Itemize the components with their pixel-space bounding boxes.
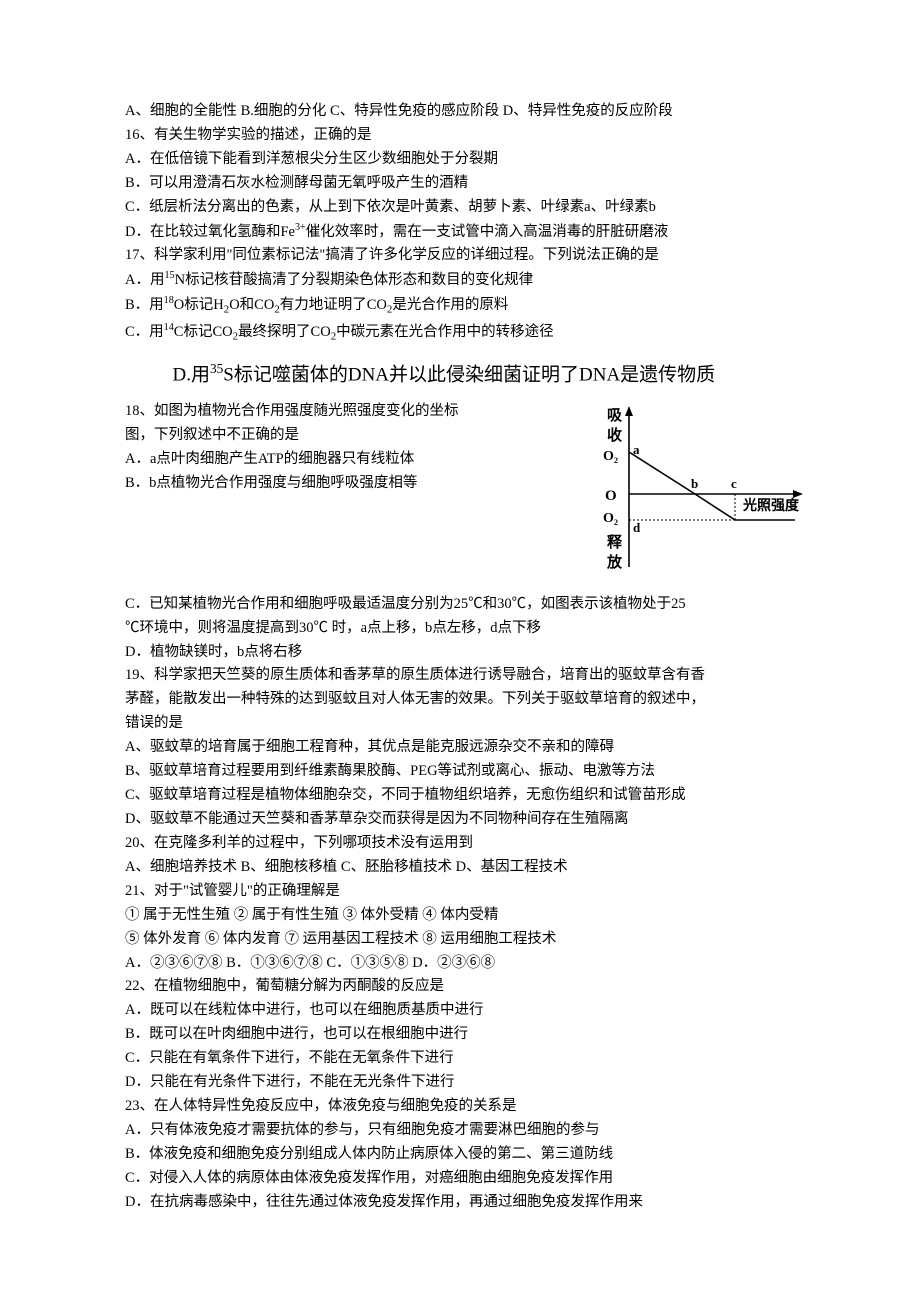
txt: S标记噬菌体的DNA并以此侵染细菌证明了DNA是遗传物质 xyxy=(223,365,715,386)
txt: C．用 xyxy=(125,324,164,340)
txt: O和CO xyxy=(229,297,274,313)
q18-c1: C．已知某植物光合作用和细胞呼吸最适温度分别为25℃和30℃，如图表示该植物处于… xyxy=(125,593,810,617)
lbl-o2-top: O₂ xyxy=(603,449,618,464)
txt: 中碳元素在光合作用中的转移途径 xyxy=(336,324,554,340)
txt: A．用 xyxy=(125,272,164,288)
q16-b: B．可以用澄清石灰水检测酵母菌无氧呼吸产生的酒精 xyxy=(125,172,810,196)
txt: D.用 xyxy=(173,365,210,386)
q17-b: B．用18O标记H2O和CO2有力地证明了CO2是光合作用的原料 xyxy=(125,293,810,320)
q19-d: D、驱蚊草不能通过天竺葵和香茅草杂交而获得是因为不同物种间存在生殖隔离 xyxy=(125,808,810,832)
txt: C标记CO xyxy=(174,324,233,340)
x-label: 光照强度 xyxy=(742,497,800,514)
pt-d: d xyxy=(633,520,641,535)
q19-stem3: 错误的是 xyxy=(125,712,810,736)
q18-c2: ℃环境中，则将温度提高到30℃ 时，a点上移，b点左移，d点下移 xyxy=(125,617,810,641)
q21-l1: ① 属于无性生殖 ② 属于有性生殖 ③ 体外受精 ④ 体内受精 xyxy=(125,904,810,928)
q23-a: A．只有体液免疫才需要抗体的参与，只有细胞免疫才需要淋巴细胞的参与 xyxy=(125,1119,810,1143)
q22-stem: 22、在植物细胞中，葡萄糖分解为丙酮酸的反应是 xyxy=(125,975,810,999)
q17-c: C．用14C标记CO2最终探明了CO2中碳元素在光合作用中的转移途径 xyxy=(125,320,810,347)
sup: 18 xyxy=(164,295,174,306)
q17-a: A．用15N标记核苷酸搞清了分裂期染色体形态和数目的变化规律 xyxy=(125,268,810,293)
q22-a: A．既可以在线粒体中进行，也可以在细胞质基质中进行 xyxy=(125,999,810,1023)
chart-bg xyxy=(595,402,810,580)
lbl-absorb-1: 吸 xyxy=(607,407,623,424)
q19-a: A、驱蚊草的培育属于细胞工程育种，其优点是能克服远源杂交不亲和的障碍 xyxy=(125,736,810,760)
sup: 14 xyxy=(164,322,174,333)
q23-stem: 23、在人体特异性免疫反应中，体液免疫与细胞免疫的关系是 xyxy=(125,1095,810,1119)
pt-c: c xyxy=(731,476,737,491)
chart-svg: 吸 收 O₂ O O₂ 释 放 光照强度 a b c d xyxy=(595,402,810,580)
q20-stem: 20、在克隆多利羊的过程中，下列哪项技术没有运用到 xyxy=(125,832,810,856)
q16-d-sup: 3+ xyxy=(295,222,306,233)
q16-a: A．在低倍镜下能看到洋葱根尖分生区少数细胞处于分裂期 xyxy=(125,148,810,172)
q16-d: D．在比较过氧化氢酶和Fe3+催化效率时，需在一支试管中滴入高温消毒的肝脏研磨液 xyxy=(125,220,810,245)
q15-options: A、细胞的全能性 B.细胞的分化 C、特异性免疫的感应阶段 D、特异性免疫的反应… xyxy=(125,100,810,124)
photosynthesis-chart: 吸 收 O₂ O O₂ 释 放 光照强度 a b c d xyxy=(595,402,810,589)
sup: 15 xyxy=(164,270,174,281)
lbl-o2-bot: O₂ xyxy=(603,511,618,526)
q23-c: C．对侵入人体的病原体由体液免疫发挥作用，对癌细胞由细胞免疫发挥作用 xyxy=(125,1167,810,1191)
q17-d: D.用35S标记噬菌体的DNA并以此侵染细菌证明了DNA是遗传物质 xyxy=(125,356,810,393)
q19-c: C、驱蚊草培育过程是植物体细胞杂交，不同于植物组织培养，无愈伤组织和试管苗形成 xyxy=(125,784,810,808)
q20-opts: A、细胞培养技术 B、细胞核移植 C、胚胎移植技术 D、基因工程技术 xyxy=(125,856,810,880)
q22-b: B．既可以在叶肉细胞中进行，也可以在根细胞中进行 xyxy=(125,1023,810,1047)
q22-d: D．只能在有光条件下进行，不能在无光条件下进行 xyxy=(125,1071,810,1095)
q16-d-post: 催化效率时，需在一支试管中滴入高温消毒的肝脏研磨液 xyxy=(306,223,669,239)
txt: 有力地证明了CO xyxy=(280,297,387,313)
lbl-release-2: 放 xyxy=(606,553,623,571)
txt: O标记H xyxy=(174,297,224,313)
q16-d-pre: D．在比较过氧化氢酶和Fe xyxy=(125,223,295,239)
q21-stem: 21、对于"试管婴儿"的正确理解是 xyxy=(125,880,810,904)
lbl-origin: O xyxy=(605,488,617,504)
sup: 35 xyxy=(210,361,223,376)
q22-c: C．只能在有氧条件下进行，不能在无氧条件下进行 xyxy=(125,1047,810,1071)
q16-stem: 16、有关生物学实验的描述，正确的是 xyxy=(125,124,810,148)
q17-stem: 17、科学家利用"同位素标记法"搞清了许多化学反应的详细过程。下列说法正确的是 xyxy=(125,244,810,268)
pt-b: b xyxy=(691,476,698,491)
q23-d: D．在抗病毒感染中，往往先通过体液免疫发挥作用，再通过细胞免疫发挥作用来 xyxy=(125,1191,810,1215)
q19-stem1: 19、科学家把天竺葵的原生质体和香茅草的原生质体进行诱导融合，培育出的驱蚊草含有… xyxy=(125,664,810,688)
q23-b: B．体液免疫和细胞免疫分别组成人体内防止病原体入侵的第二、第三道防线 xyxy=(125,1143,810,1167)
txt: N标记核苷酸搞清了分裂期染色体形态和数目的变化规律 xyxy=(175,272,533,288)
q19-b: B、驱蚊草培育过程要用到纤维素酶果胶酶、PEG等试剂或离心、振动、电激等方法 xyxy=(125,760,810,784)
document-page: A、细胞的全能性 B.细胞的分化 C、特异性免疫的感应阶段 D、特异性免疫的反应… xyxy=(0,0,920,1315)
lbl-release-1: 释 xyxy=(607,533,623,551)
txt: 最终探明了CO xyxy=(238,324,331,340)
q16-c: C．纸层析法分离出的色素，从上到下依次是叶黄素、胡萝卜素、叶绿素a、叶绿素b xyxy=(125,196,810,220)
txt: 是光合作用的原料 xyxy=(392,297,508,313)
q19-stem2: 茅醛，能散发出一种特殊的达到驱蚊且对人体无害的效果。下列关于驱蚊草培育的叙述中， xyxy=(125,688,810,712)
q18-d: D．植物缺镁时，b点将右移 xyxy=(125,641,810,665)
lbl-absorb-2: 收 xyxy=(607,426,622,444)
q21-l2: ⑤ 体外发育 ⑥ 体内发育 ⑦ 运用基因工程技术 ⑧ 运用细胞工程技术 xyxy=(125,928,810,952)
txt: B．用 xyxy=(125,297,164,313)
q21-opts: A．②③⑥⑦⑧ B．①③⑥⑦⑧ C．①③⑤⑧ D．②③⑥⑧ xyxy=(125,952,810,976)
